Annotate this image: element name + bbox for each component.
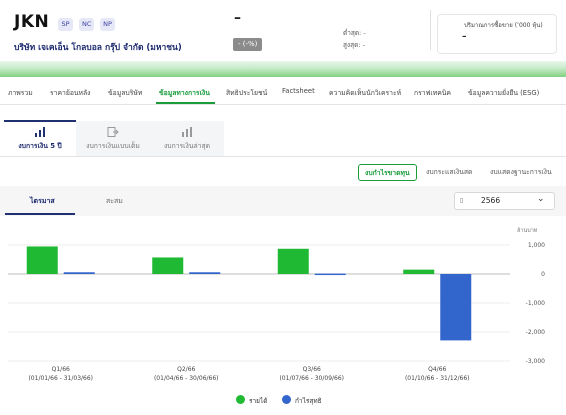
income-statement-button[interactable]: งบกำไรขาดทุน xyxy=(358,164,417,181)
nav-item-factsheet[interactable]: Factsheet xyxy=(282,87,315,95)
badge-np: NP xyxy=(100,18,115,31)
x-tick-label: Q4/66 xyxy=(428,366,446,373)
subtabs-background xyxy=(76,121,224,156)
x-tick-sublabel: (01/10/66 - 31/12/66) xyxy=(405,375,470,382)
subtab-label: งบการเงินแบบเต็ม xyxy=(86,142,140,150)
bar-chart-icon xyxy=(35,127,45,137)
main-nav: ภาพรวม ราคาย้อนหลัง ข้อมูลบริษัท ข้อมูลท… xyxy=(0,82,566,104)
year-value: 2566 xyxy=(481,196,501,205)
company-name: บริษัท เจเคเอ็น โกลบอล กรุ๊ป จำกัด (มหาช… xyxy=(14,43,182,53)
y-tick-label: -3,000 xyxy=(526,358,546,365)
high-price: สูงสุด: - xyxy=(343,41,365,49)
nav-item-analyst-opinions[interactable]: ความคิดเห็นนักวิเคราะห์ xyxy=(329,89,402,97)
x-tick-label: Q2/66 xyxy=(177,366,195,373)
nav-active-indicator xyxy=(156,102,215,104)
y-tick-label: 0 xyxy=(541,271,545,278)
legend-revenue-swatch xyxy=(236,395,245,404)
nav-item-overview[interactable]: ภาพรวม xyxy=(8,89,33,97)
tab-cumulative[interactable]: สะสม xyxy=(106,197,123,205)
period-active-indicator xyxy=(5,213,75,215)
x-tick-label: Q3/66 xyxy=(303,366,321,373)
subtab-5-year[interactable]: งบการเงิน 5 ปี xyxy=(4,120,76,156)
bar-revenue xyxy=(277,248,309,274)
tab-quarterly[interactable]: ไตรมาส xyxy=(30,197,55,205)
y-tick-label: -1,000 xyxy=(526,300,546,307)
low-price: ต่ำสุด: - xyxy=(343,29,366,37)
x-tick-sublabel: (01/01/66 - 31/03/66) xyxy=(28,375,93,382)
x-tick-sublabel: (01/04/66 - 30/06/66) xyxy=(154,375,219,382)
chevron-down-icon: ⌄ xyxy=(537,194,545,204)
subtabs-divider xyxy=(0,156,566,157)
ticker-symbol: JKN xyxy=(14,12,50,32)
x-tick-label: Q1/66 xyxy=(52,366,70,373)
bar-revenue xyxy=(152,257,184,274)
subtab-label: งบการเงิน 5 ปี xyxy=(18,142,62,150)
volume-label: ปริมาณการซื้อขาย (’000 หุ้น) xyxy=(464,22,543,29)
bar-revenue xyxy=(403,269,435,274)
legend-net-profit-swatch xyxy=(282,395,291,404)
last-price: – xyxy=(234,10,241,26)
chart-unit-label: ล้านบาท xyxy=(517,228,538,234)
balance-sheet-button[interactable]: งบแสดงฐานะการเงิน xyxy=(490,168,552,176)
nav-item-financials[interactable]: ข้อมูลทางการเงิน xyxy=(159,89,210,97)
subtab-latest[interactable]: งบการเงินล่าสุด xyxy=(150,120,224,156)
cash-flow-button[interactable]: งบกระแสเงินสด xyxy=(426,168,473,176)
header-accent-band xyxy=(0,61,566,77)
financial-bar-chart: 1,000 0 -1,000 -2,000 -3,000 Q1/66 (01/01/66 -… xyxy=(8,242,546,382)
badge-nc: NC xyxy=(79,18,95,31)
subtab-label: งบการเงินล่าสุด xyxy=(163,142,211,150)
bar-chart-icon xyxy=(182,127,192,137)
volume-box xyxy=(437,14,557,54)
bar-net-profit xyxy=(440,274,472,341)
header-divider xyxy=(430,10,431,50)
nav-item-esg[interactable]: ข้อมูลความยั่งยืน (ESG) xyxy=(468,89,540,97)
bar-net-profit xyxy=(189,272,221,274)
nav-item-technical-chart[interactable]: กราฟเทคนิค xyxy=(414,89,451,97)
legend-revenue-label[interactable]: รายได้ xyxy=(249,397,268,405)
bar-revenue xyxy=(26,246,58,274)
nav-divider xyxy=(0,104,566,105)
x-tick-sublabel: (01/07/66 - 30/09/66) xyxy=(279,375,344,382)
bar-net-profit xyxy=(63,272,95,274)
bar-net-profit xyxy=(314,273,346,276)
y-tick-label: -2,000 xyxy=(526,329,546,336)
year-select[interactable] xyxy=(454,192,555,210)
calendar-icon: ▯ xyxy=(460,197,464,204)
document-export-icon xyxy=(107,127,119,137)
volume-value: – xyxy=(462,32,467,42)
nav-item-company-info[interactable]: ข้อมูลบริษัท xyxy=(108,89,143,97)
nav-item-price-history[interactable]: ราคาย้อนหลัง xyxy=(50,89,91,97)
badge-sp: SP xyxy=(58,18,73,31)
legend-net-profit-label[interactable]: กำไรสุทธิ xyxy=(295,397,322,405)
price-change-badge: - (-%) xyxy=(233,38,263,51)
nav-item-benefits[interactable]: สิทธิประโยชน์ xyxy=(226,89,268,97)
subtab-full-statements[interactable]: งบการเงินแบบเต็ม xyxy=(76,120,150,156)
y-tick-label: 1,000 xyxy=(528,242,545,249)
